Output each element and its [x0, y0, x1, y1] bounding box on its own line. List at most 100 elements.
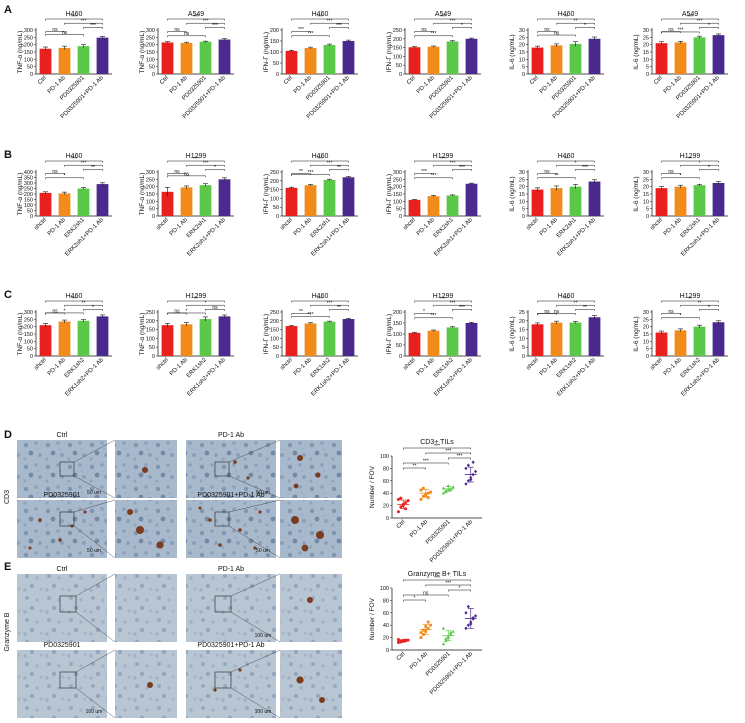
y-tick-label: 20	[383, 636, 389, 642]
category-label: Ctrl	[159, 75, 170, 86]
significance-label: ***	[298, 27, 304, 33]
category-label: ERK1sh2+PD-1 Ab	[433, 357, 474, 398]
significance-bracket	[310, 304, 349, 307]
category-label: ERK2sh1+PD-1 Ab	[186, 217, 227, 258]
chart-title: A549	[435, 11, 451, 18]
significance-bracket	[64, 22, 103, 25]
y-tick-label: 50	[396, 207, 402, 213]
y-axis-label: IFN-Γ (ng/mL)	[386, 174, 393, 214]
y-axis-label: IFN-Γ (ng/mL)	[263, 174, 270, 214]
data-point	[419, 636, 423, 639]
significance-label: ns	[52, 169, 58, 175]
significance-bracket	[425, 584, 471, 587]
bar-1	[531, 324, 544, 356]
data-point	[448, 630, 453, 634]
category-label: shctrl	[403, 217, 417, 231]
scalebar-label: 50 um	[87, 490, 101, 496]
chart-b-1: H460 TNF-α (ng/mL) 05010015020025030035040…	[17, 153, 112, 258]
significance-bracket	[680, 164, 719, 167]
significance-label: *	[708, 23, 710, 29]
data-point	[421, 486, 425, 490]
bar-3	[569, 322, 582, 356]
y-tick-label: 150	[146, 328, 155, 334]
y-tick-label: 0	[646, 354, 649, 360]
significance-bracket	[537, 173, 557, 176]
significance-label: *	[461, 23, 463, 29]
significance-label: ns	[544, 309, 550, 315]
y-tick-label: 150	[393, 321, 402, 327]
significance-label: *	[584, 23, 586, 29]
significance-bracket	[414, 160, 472, 163]
data-point	[466, 604, 470, 609]
significance-label: ***	[450, 301, 456, 307]
y-tick-label: 200	[270, 179, 279, 185]
significance-bracket	[452, 169, 472, 171]
significance-label: ***	[582, 165, 588, 171]
significance-label: ns	[544, 169, 550, 175]
bar-2	[180, 324, 193, 356]
bar-2	[180, 187, 193, 216]
significance-bracket	[291, 174, 330, 177]
y-tick-label: 25	[519, 35, 525, 41]
significance-label: **	[583, 305, 587, 311]
bar-4	[712, 35, 725, 74]
micrograph-d-pd1	[186, 440, 276, 498]
significance-bracket	[45, 300, 103, 303]
bar-1	[39, 48, 52, 74]
bar-1	[39, 325, 52, 356]
bar-1	[408, 199, 421, 216]
significance-label: ***	[308, 31, 314, 37]
y-axis-label: IFN-Γ (ng/mL)	[263, 32, 270, 72]
bar-3	[569, 186, 582, 216]
data-point	[441, 642, 446, 646]
category-label: PD-1 Ab	[409, 651, 430, 672]
y-tick-label: 200	[24, 43, 33, 49]
significance-label: ns	[421, 27, 427, 33]
category-label: ERK2sh1+PD-1 Ab	[556, 217, 597, 258]
significance-label: ***	[203, 19, 209, 25]
category-label: ERK2sh1+PD-1 Ab	[433, 217, 474, 258]
micrograph-d-combo-zoom	[280, 500, 342, 558]
significance-label: ***	[71, 296, 77, 302]
y-tick-label: 0	[30, 214, 33, 220]
category-label: Ctrl	[406, 75, 417, 86]
significance-label: ***	[450, 161, 456, 167]
bar-3	[77, 320, 90, 356]
significance-bracket	[291, 316, 330, 319]
y-axis-label: IFN-Γ (ng/mL)	[386, 32, 393, 72]
category-label: ERK2sh1+PD-1 Ab	[680, 217, 721, 258]
significance-label: *	[205, 301, 207, 307]
significance-bracket	[661, 160, 719, 163]
y-tick-label: 250	[24, 317, 33, 323]
data-point	[441, 491, 446, 495]
bar-4	[588, 38, 601, 74]
y-axis-label: IFN-Γ (ng/mL)	[386, 314, 393, 354]
significance-label: *	[699, 161, 701, 167]
y-tick-label: 25	[519, 310, 525, 316]
significance-bracket	[186, 22, 225, 25]
significance-bracket	[186, 304, 225, 307]
y-tick-label: 30	[519, 28, 525, 34]
significance-label: ns	[212, 305, 218, 311]
significance-bracket	[414, 317, 453, 320]
y-tick-label: 25	[643, 317, 649, 323]
significance-bracket	[167, 18, 225, 21]
y-tick-label: 0	[152, 214, 155, 220]
significance-label: ***	[421, 169, 427, 175]
y-tick-label: 30	[643, 310, 649, 316]
zoom-box-e-pd0325901	[59, 671, 77, 689]
significance-label: *	[708, 165, 710, 171]
y-tick-label: 250	[393, 177, 402, 183]
significance-label: ns	[554, 30, 560, 36]
y-tick-label: 300	[24, 181, 33, 187]
y-tick-label: 0	[522, 72, 525, 78]
chart-title: H460	[312, 293, 329, 300]
micrograph-e-ctrl	[17, 574, 107, 642]
significance-label: ***	[434, 575, 440, 581]
significance-bracket	[167, 35, 206, 38]
